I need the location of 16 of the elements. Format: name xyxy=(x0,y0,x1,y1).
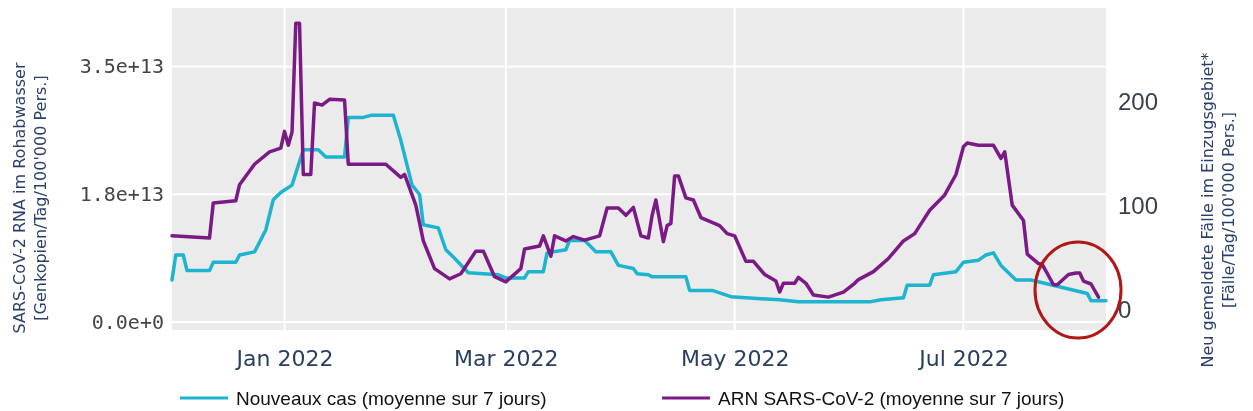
line-series xyxy=(170,113,1108,304)
y-tick-label: 1.8e+13 xyxy=(79,182,164,207)
y2-tick-label: 0 xyxy=(1118,296,1132,324)
legend-label: Nouveaux cas (moyenne sur 7 jours) xyxy=(236,388,547,409)
x-tick-label: Jan 2022 xyxy=(234,345,334,371)
x-tick-label: Mar 2022 xyxy=(454,345,559,371)
y2-tick-label: 100 xyxy=(1118,192,1159,220)
legend-label: ARN SARS-CoV-2 (moyenne sur 7 jours) xyxy=(718,388,1065,409)
x-tick-label: Jul 2022 xyxy=(917,345,1009,371)
x-tick-label: May 2022 xyxy=(680,345,790,371)
y2-tick-label: 200 xyxy=(1118,87,1159,115)
y-tick-label: 0.0e+0 xyxy=(91,309,164,334)
y2-axis-title: Neu gemeldete Fälle im Einzugsgebiet* [Fälle/Tag/100'000 Pers.] xyxy=(1198,52,1238,368)
y-tick-label: 3.5e+13 xyxy=(79,54,164,79)
line-series xyxy=(170,21,1101,299)
y-axis-title: SARS-CoV-2 RNA im Rohabwasser [Genkopien/Tag/100'000 Pers.] xyxy=(10,62,50,334)
